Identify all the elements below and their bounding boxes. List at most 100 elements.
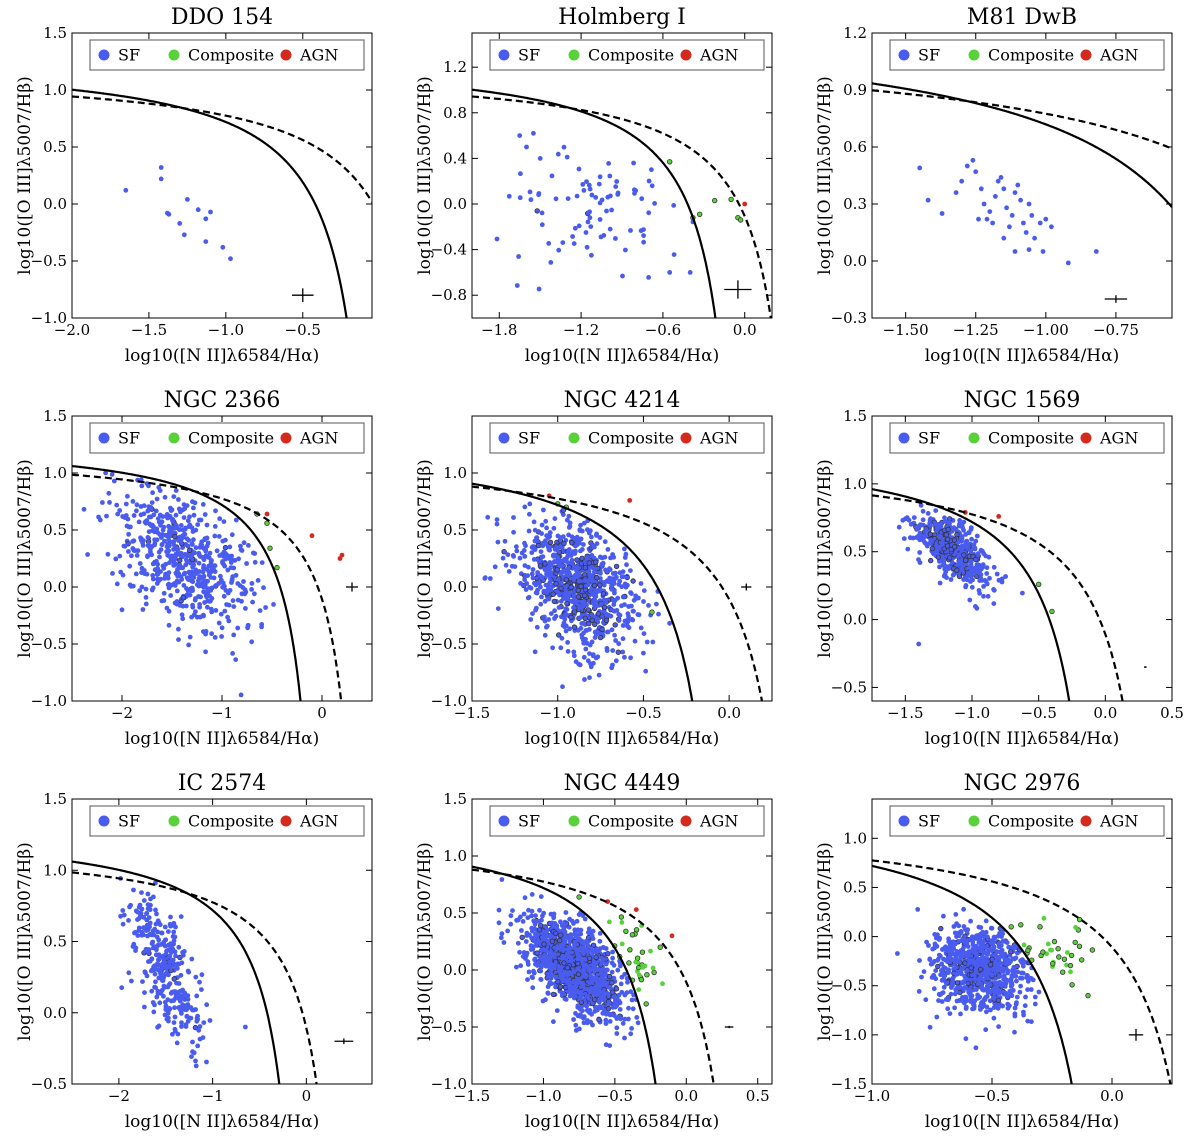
sf-point xyxy=(996,1006,1001,1011)
sf-point xyxy=(531,918,536,923)
sf-point xyxy=(972,972,977,977)
sf-point xyxy=(958,990,963,995)
sf-point xyxy=(554,946,559,951)
sf-point xyxy=(565,601,570,606)
chart-title: NGC 4214 xyxy=(564,388,681,413)
sf-point xyxy=(581,951,586,956)
y-tick-label: 0.5 xyxy=(443,904,467,922)
sf-point xyxy=(563,985,568,990)
sf-point xyxy=(1003,958,1008,963)
sf-point xyxy=(1015,995,1020,1000)
sf-point xyxy=(203,649,208,654)
sf-point xyxy=(150,588,155,593)
sf-point xyxy=(172,977,177,982)
sf-point xyxy=(641,233,646,238)
sf-point xyxy=(650,183,655,188)
sf-point xyxy=(622,602,627,607)
sf-point xyxy=(574,599,579,604)
sf-point xyxy=(1020,957,1025,962)
sf-point xyxy=(231,598,236,603)
sf-point xyxy=(946,527,951,532)
sf-point xyxy=(563,593,568,598)
sf-point xyxy=(559,945,564,950)
sf-point xyxy=(656,612,661,617)
legend-label-sf: SF xyxy=(118,429,140,448)
y-tick-label: 0.5 xyxy=(43,933,67,951)
sf-point xyxy=(139,911,144,916)
composite-point xyxy=(627,961,632,966)
legend-marker-composite xyxy=(169,816,180,827)
sf-point xyxy=(580,556,585,561)
sf-point xyxy=(215,548,220,553)
sf-point xyxy=(572,610,577,615)
sf-point xyxy=(989,926,994,931)
sf-point xyxy=(187,548,192,553)
sf-point xyxy=(593,635,598,640)
sf-point xyxy=(142,503,147,508)
sf-point xyxy=(191,537,196,542)
x-tick-label: −1.25 xyxy=(953,321,999,339)
composite-point xyxy=(658,945,663,950)
sf-point xyxy=(973,169,978,174)
sf-point xyxy=(220,245,225,250)
sf-point xyxy=(1023,1003,1028,1008)
sf-point xyxy=(550,174,555,179)
sf-point xyxy=(526,596,531,601)
sf-point xyxy=(598,571,603,576)
sf-point xyxy=(136,928,141,933)
sf-point xyxy=(646,275,651,280)
sf-point xyxy=(652,201,657,206)
sf-point xyxy=(131,499,136,504)
sf-point xyxy=(106,491,111,496)
sf-point xyxy=(530,572,535,577)
sf-point xyxy=(586,965,591,970)
sf-point xyxy=(190,1008,195,1013)
sf-point xyxy=(115,582,120,587)
sf-point xyxy=(633,639,638,644)
sf-point xyxy=(231,604,236,609)
legend-marker-agn xyxy=(281,433,292,444)
sf-point xyxy=(134,508,139,513)
sf-point xyxy=(546,961,551,966)
sf-point xyxy=(567,950,572,955)
sf-point xyxy=(586,220,591,225)
sf-point xyxy=(544,571,549,576)
legend-label-composite: Composite xyxy=(588,812,674,831)
sf-point xyxy=(201,570,206,575)
sf-point xyxy=(544,948,549,953)
sf-point xyxy=(537,928,542,933)
sf-point xyxy=(618,570,623,575)
sf-point xyxy=(963,961,968,966)
sf-point xyxy=(143,520,148,525)
sf-point xyxy=(539,549,544,554)
sf-point xyxy=(189,588,194,593)
sf-point xyxy=(581,974,586,979)
sf-point xyxy=(256,578,261,583)
sf-point xyxy=(942,563,947,568)
sf-point xyxy=(168,915,173,920)
composite-point xyxy=(630,933,635,938)
sf-point xyxy=(575,966,580,971)
sf-point xyxy=(142,898,147,903)
sf-point xyxy=(623,993,628,998)
sf-point xyxy=(923,997,928,1002)
sf-point xyxy=(147,529,152,534)
sf-point xyxy=(154,952,159,957)
chart-title: Holmberg I xyxy=(558,5,686,30)
sf-point xyxy=(606,161,611,166)
sf-point xyxy=(240,585,245,590)
sf-point xyxy=(174,523,179,528)
chart-title: NGC 1569 xyxy=(964,388,1081,413)
sf-point xyxy=(573,1011,578,1016)
sf-point xyxy=(621,623,626,628)
sf-point xyxy=(145,554,150,559)
sf-point xyxy=(582,188,587,193)
composite-point xyxy=(637,973,642,978)
sf-point xyxy=(542,615,547,620)
legend-marker-composite xyxy=(969,433,980,444)
sf-point xyxy=(1012,1030,1017,1035)
sf-point xyxy=(607,974,612,979)
sf-point xyxy=(973,604,978,609)
sf-point xyxy=(246,543,251,548)
